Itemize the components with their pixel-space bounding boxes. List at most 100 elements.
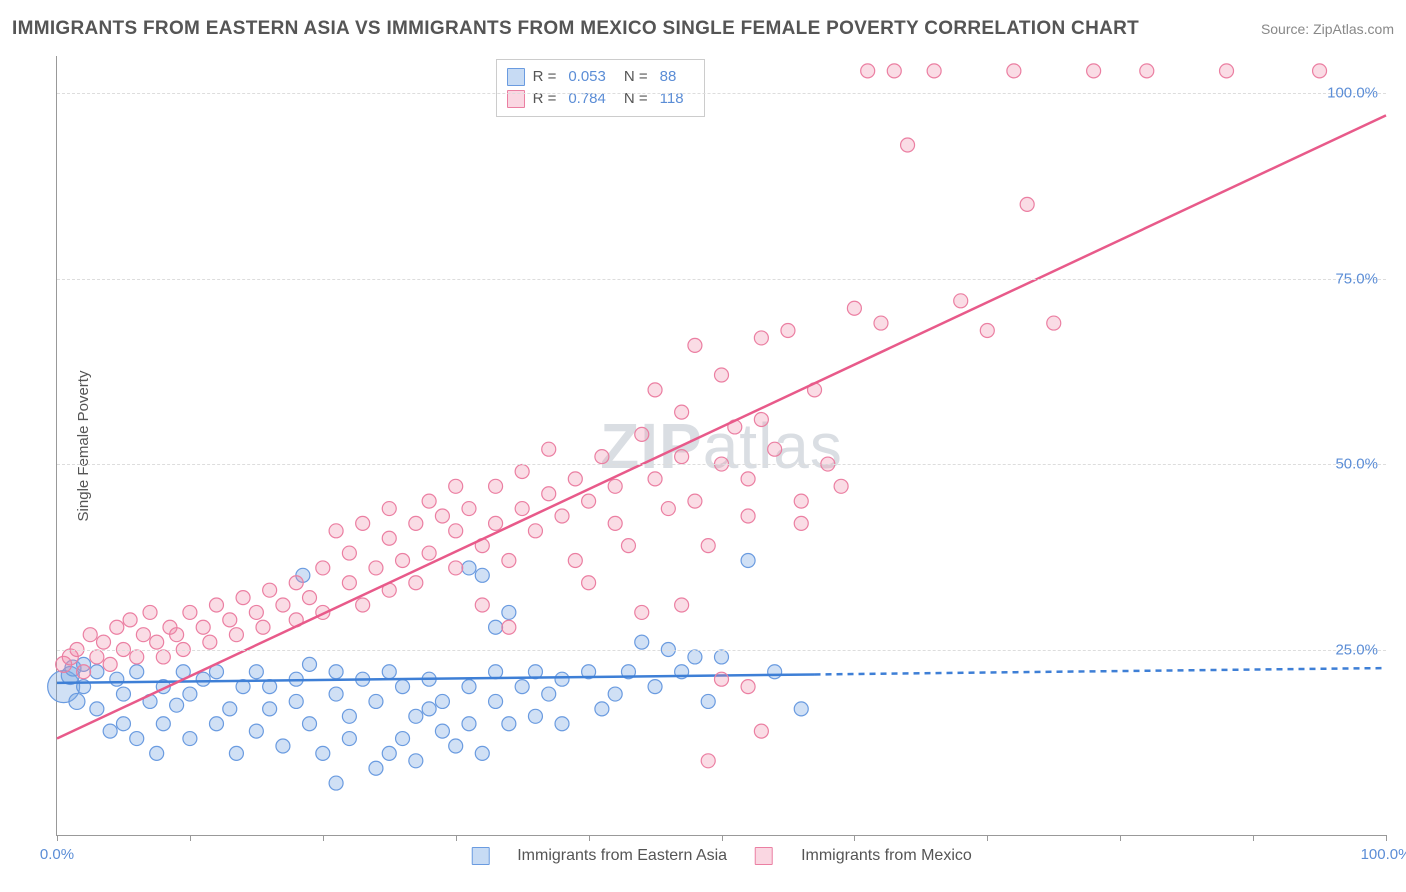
- scatter-point: [316, 561, 330, 575]
- scatter-point: [661, 502, 675, 516]
- scatter-point: [489, 620, 503, 634]
- scatter-point: [542, 442, 556, 456]
- x-tick: [190, 835, 191, 841]
- bottom-swatch-0: [471, 847, 489, 865]
- scatter-point: [701, 694, 715, 708]
- scatter-point: [768, 442, 782, 456]
- scatter-point: [874, 316, 888, 330]
- scatter-point: [435, 724, 449, 738]
- scatter-point: [116, 687, 130, 701]
- scatter-point: [1313, 64, 1327, 78]
- x-tick: [589, 835, 590, 841]
- scatter-point: [489, 479, 503, 493]
- bottom-legend-label-0: Immigrants from Eastern Asia: [517, 847, 727, 865]
- scatter-point: [794, 494, 808, 508]
- scatter-point: [648, 383, 662, 397]
- scatter-point: [648, 472, 662, 486]
- scatter-point: [741, 553, 755, 567]
- r-value-0: 0.053: [568, 66, 606, 88]
- scatter-point: [555, 509, 569, 523]
- legend-row-1: R =0.784 N =118: [507, 88, 694, 110]
- scatter-point: [568, 553, 582, 567]
- scatter-point: [136, 628, 150, 642]
- scatter-point: [249, 665, 263, 679]
- scatter-point: [110, 672, 124, 686]
- bottom-swatch-1: [755, 847, 773, 865]
- plot-area: ZIPatlas R =0.053 N =88 R =0.784 N =118 …: [56, 56, 1386, 836]
- scatter-point: [1007, 64, 1021, 78]
- scatter-point: [110, 620, 124, 634]
- scatter-point: [183, 605, 197, 619]
- scatter-point: [515, 502, 529, 516]
- scatter-point: [422, 494, 436, 508]
- scatter-point: [502, 620, 516, 634]
- chart-svg: [57, 56, 1386, 835]
- x-tick: [456, 835, 457, 841]
- scatter-point: [435, 509, 449, 523]
- trend-line-dashed: [815, 668, 1386, 674]
- scatter-point: [754, 331, 768, 345]
- scatter-point: [382, 665, 396, 679]
- scatter-point: [528, 524, 542, 538]
- scatter-point: [555, 717, 569, 731]
- scatter-point: [236, 591, 250, 605]
- x-tick: [1253, 835, 1254, 841]
- scatter-point: [675, 598, 689, 612]
- scatter-point: [303, 717, 317, 731]
- scatter-point: [183, 687, 197, 701]
- scatter-point: [1020, 197, 1034, 211]
- x-tick-label: 0.0%: [40, 846, 74, 863]
- scatter-point: [130, 665, 144, 679]
- scatter-point: [156, 650, 170, 664]
- scatter-point: [887, 64, 901, 78]
- scatter-point: [276, 739, 290, 753]
- scatter-point: [475, 568, 489, 582]
- scatter-point: [688, 494, 702, 508]
- scatter-point: [608, 516, 622, 530]
- x-tick: [1386, 835, 1387, 841]
- scatter-point: [90, 665, 104, 679]
- scatter-point: [621, 539, 635, 553]
- scatter-point: [502, 605, 516, 619]
- scatter-point: [329, 665, 343, 679]
- scatter-point: [715, 650, 729, 664]
- scatter-point: [449, 561, 463, 575]
- scatter-point: [715, 672, 729, 686]
- scatter-point: [462, 717, 476, 731]
- scatter-point: [123, 613, 137, 627]
- scatter-point: [203, 635, 217, 649]
- scatter-point: [249, 724, 263, 738]
- scatter-point: [794, 702, 808, 716]
- scatter-point: [316, 746, 330, 760]
- scatter-point: [528, 709, 542, 723]
- scatter-point: [701, 754, 715, 768]
- trend-line-solid: [57, 115, 1386, 738]
- scatter-point: [741, 680, 755, 694]
- scatter-point: [449, 524, 463, 538]
- scatter-point: [422, 546, 436, 560]
- scatter-point: [475, 746, 489, 760]
- scatter-point: [382, 502, 396, 516]
- scatter-point: [396, 680, 410, 694]
- scatter-point: [582, 494, 596, 508]
- scatter-point: [209, 598, 223, 612]
- gridline: [57, 650, 1386, 651]
- scatter-point: [369, 694, 383, 708]
- scatter-point: [635, 605, 649, 619]
- scatter-point: [608, 687, 622, 701]
- source-label: Source: ZipAtlas.com: [1261, 21, 1394, 37]
- x-tick: [722, 835, 723, 841]
- legend-row-0: R =0.053 N =88: [507, 66, 694, 88]
- scatter-point: [1047, 316, 1061, 330]
- scatter-point: [794, 516, 808, 530]
- swatch-series-0: [507, 68, 525, 86]
- scatter-point: [502, 717, 516, 731]
- scatter-point: [130, 650, 144, 664]
- scatter-point: [409, 754, 423, 768]
- scatter-point: [90, 650, 104, 664]
- bottom-legend-label-1: Immigrants from Mexico: [801, 847, 972, 865]
- gridline: [57, 279, 1386, 280]
- r-value-1: 0.784: [568, 88, 606, 110]
- correlation-legend: R =0.053 N =88 R =0.784 N =118: [496, 59, 705, 117]
- scatter-point: [515, 464, 529, 478]
